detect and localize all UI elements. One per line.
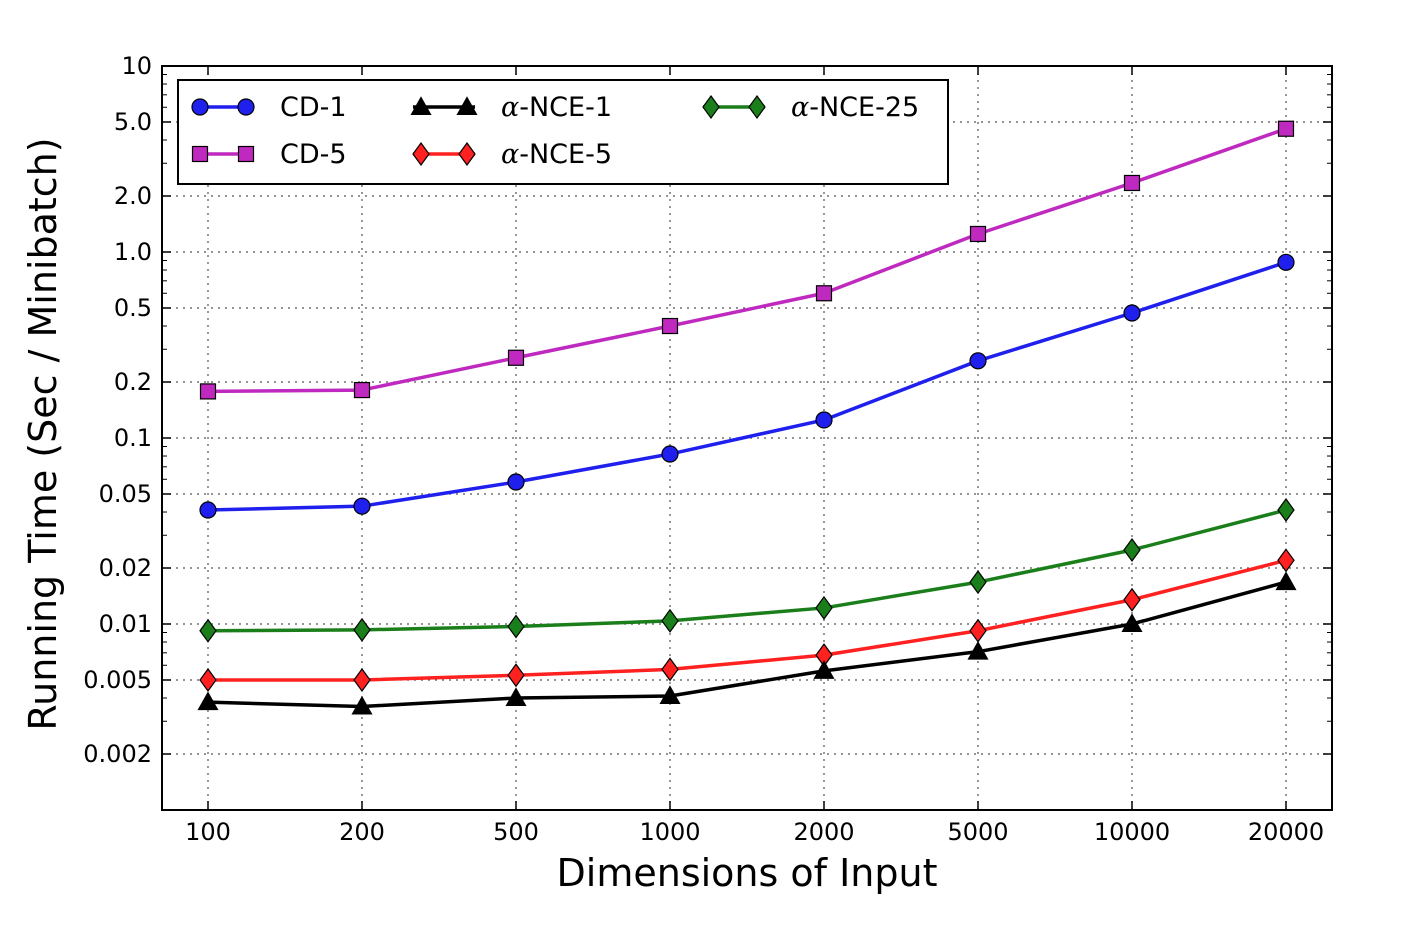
data-point <box>815 595 833 620</box>
data-point <box>969 618 987 643</box>
legend-marker <box>191 98 209 116</box>
x-tick-label: 2000 <box>793 818 854 846</box>
y-tick-label: 0.01 <box>99 610 152 638</box>
series-cd-5 <box>199 120 1295 400</box>
data-point <box>661 445 679 463</box>
legend-item: α-NCE-1 <box>410 92 612 123</box>
data-point <box>505 687 527 707</box>
x-tick-label: 1000 <box>639 818 700 846</box>
data-point <box>197 691 219 711</box>
series-line <box>207 580 1287 709</box>
x-tick-label: 100 <box>185 818 231 846</box>
data-point <box>1277 120 1295 137</box>
legend-label: CD-1 <box>280 92 347 123</box>
legend-item: CD-1 <box>191 92 347 123</box>
data-point <box>353 497 371 515</box>
y-tick-label: 2.0 <box>114 182 152 210</box>
data-point <box>1123 587 1141 612</box>
y-tick-label: 0.005 <box>83 666 152 694</box>
data-point <box>507 349 525 366</box>
y-axis-title: Running Time (Sec / Minibatch) <box>21 137 65 730</box>
data-point <box>353 667 371 693</box>
data-point <box>969 225 987 243</box>
data-point <box>507 614 525 639</box>
data-point <box>1121 613 1143 633</box>
data-point <box>1277 548 1295 573</box>
legend-item: CD-5 <box>191 139 347 170</box>
data-point <box>967 640 989 660</box>
data-point <box>659 685 681 705</box>
data-point <box>815 285 833 302</box>
data-point <box>351 695 373 715</box>
x-axis: 100 200 500 1000 2000 5000 10000 20000 <box>185 66 1324 846</box>
x-axis-title: Dimensions of Input <box>557 851 938 895</box>
data-point <box>199 667 217 693</box>
legend-label: α-NCE-5 <box>501 139 612 170</box>
data-point <box>813 660 835 679</box>
data-point <box>1277 253 1295 271</box>
series-cd-1 <box>199 253 1295 519</box>
legend-marker <box>748 94 766 120</box>
legend-marker <box>237 145 255 163</box>
series-layer <box>197 120 1297 715</box>
y-tick-label: 0.05 <box>99 480 152 508</box>
data-point <box>1275 571 1297 591</box>
series--nce-1 <box>197 571 1297 715</box>
data-point <box>815 411 833 429</box>
data-point <box>661 657 679 682</box>
legend-marker <box>191 145 209 163</box>
x-tick-label: 10000 <box>1094 818 1170 846</box>
series--nce-25 <box>199 498 1295 643</box>
y-tick-label: 10 <box>121 52 152 80</box>
series-line <box>207 260 1287 512</box>
data-point <box>969 570 987 595</box>
x-tick-label: 200 <box>339 818 385 846</box>
data-point <box>199 383 217 400</box>
y-axis: 0.002 0.005 0.01 0.02 0.05 0.1 0.2 0.5 1.0 2.0 5.0… <box>83 52 1332 768</box>
legend-item: α-NCE-25 <box>702 92 919 123</box>
x-tick-label: 500 <box>493 818 539 846</box>
legend-item: α-NCE-5 <box>412 139 612 170</box>
legend-box <box>177 79 949 185</box>
legend-label: CD-5 <box>280 139 347 170</box>
y-tick-label: 5.0 <box>114 108 152 136</box>
legend-marker <box>702 94 720 120</box>
data-point <box>507 663 525 688</box>
data-point <box>353 617 371 642</box>
series-line <box>207 127 1287 394</box>
y-tick-label: 0.02 <box>99 554 152 582</box>
series-line <box>208 558 1287 682</box>
data-point <box>1277 498 1295 523</box>
legend-label: α-NCE-1 <box>501 92 612 123</box>
series-line <box>207 508 1287 633</box>
legend-marker <box>456 96 478 116</box>
data-point <box>199 501 217 519</box>
legend-label: α-NCE-25 <box>791 92 919 123</box>
y-tick-label: 0.002 <box>83 740 152 768</box>
data-point <box>969 352 987 370</box>
series--nce-5 <box>199 548 1295 693</box>
x-tick-label: 20000 <box>1248 818 1324 846</box>
data-point <box>1123 174 1141 192</box>
y-tick-label: 0.5 <box>114 294 152 322</box>
legend-marker <box>237 98 255 116</box>
legend-marker <box>410 96 432 116</box>
legend-marker <box>412 141 430 167</box>
legend-marker <box>458 141 476 167</box>
data-point <box>661 608 679 633</box>
y-tick-label: 0.1 <box>114 424 152 452</box>
x-tick-label: 5000 <box>947 818 1008 846</box>
y-tick-label: 1.0 <box>114 238 152 266</box>
legend: CD-1 α-NCE-1 α-NCE-25 CD-5 α-NCE-5 <box>177 79 949 185</box>
data-point <box>1123 304 1141 322</box>
data-point <box>353 381 371 399</box>
y-tick-label: 0.2 <box>114 368 152 396</box>
data-point <box>507 473 525 491</box>
data-point <box>199 618 217 643</box>
data-point <box>661 317 679 335</box>
data-point <box>1123 537 1141 563</box>
